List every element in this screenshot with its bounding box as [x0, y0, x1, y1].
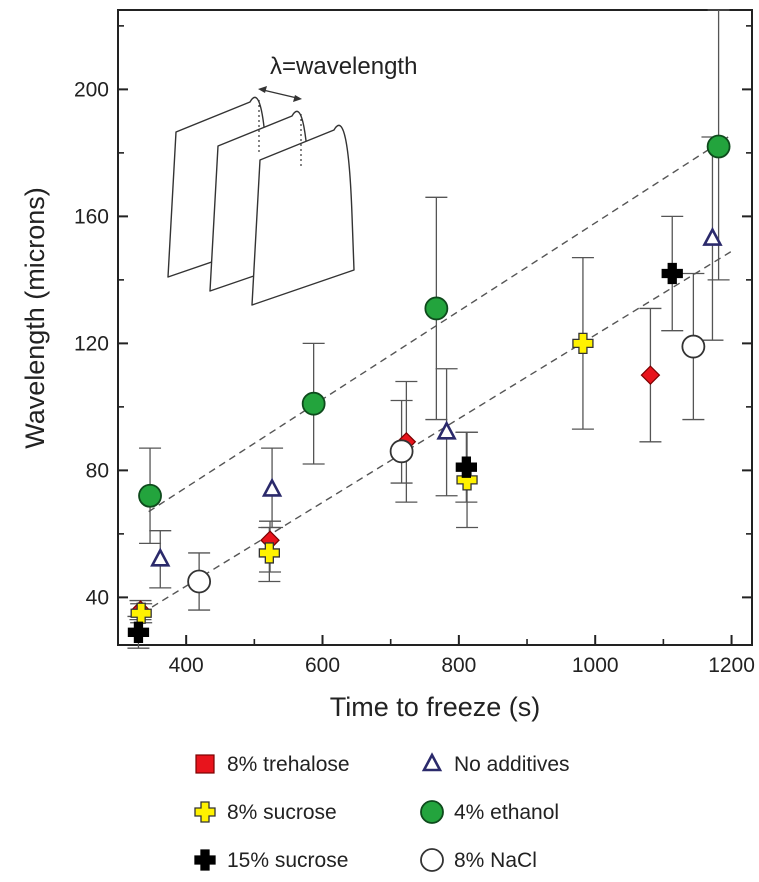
data-point — [456, 469, 478, 491]
legend-item: 8% NaCl — [420, 848, 537, 872]
data-point — [706, 134, 731, 159]
data-point — [261, 477, 283, 497]
data-point — [424, 296, 449, 321]
legend-label: 15% sucrose — [227, 849, 348, 872]
y-tick-label: 120 — [74, 332, 109, 355]
legend-marker — [420, 800, 444, 824]
legend-item: 8% sucrose — [194, 801, 337, 824]
x-axis-title: Time to freeze (s) — [330, 692, 541, 722]
trend-lines — [141, 136, 732, 614]
inset-arrow-head — [293, 95, 302, 102]
x-tick-label: 1200 — [708, 654, 755, 677]
legend-label: 4% ethanol — [454, 801, 559, 824]
legend-label: No additives — [454, 753, 570, 776]
data-point — [187, 569, 212, 594]
legend-marker — [195, 754, 215, 774]
data-point — [661, 262, 683, 285]
y-tick-label: 40 — [86, 586, 109, 609]
data-point — [127, 621, 150, 643]
inset-arrow-head — [258, 86, 267, 93]
legend-item: 15% sucrose — [194, 849, 348, 872]
legend-label: 8% trehalose — [227, 753, 350, 776]
legend-marker — [194, 801, 216, 823]
data-point — [640, 365, 661, 385]
legend-label: 8% NaCl — [454, 849, 537, 872]
x-tick-label: 400 — [169, 654, 204, 677]
axis-ticks: 400 600 800 1000 1200 40 80 120 160 200 — [74, 25, 755, 677]
x-tick-label: 600 — [305, 654, 340, 677]
x-tick-label: 800 — [441, 654, 476, 677]
data-point — [258, 542, 280, 564]
error-bars — [127, 9, 730, 649]
y-axis-title: Wavelength (microns) — [20, 187, 50, 449]
data-point — [681, 334, 706, 359]
inset-sketch: λ=wavelength — [167, 53, 417, 306]
data-point — [301, 391, 326, 416]
legend-label: 8% sucrose — [227, 801, 337, 824]
data-point — [130, 602, 152, 624]
x-tick-label: 1000 — [572, 654, 619, 677]
trend-line — [141, 250, 732, 614]
inset-label: λ=wavelength — [270, 53, 417, 80]
y-tick-label: 80 — [86, 459, 109, 482]
inset-arrow-line — [262, 89, 298, 99]
legend-marker — [421, 752, 443, 772]
legend-marker — [420, 848, 444, 872]
data-point — [455, 456, 478, 478]
data-point — [138, 483, 162, 508]
data-point — [389, 439, 414, 464]
y-tick-label: 160 — [74, 205, 109, 228]
legend-item: 4% ethanol — [420, 800, 559, 824]
legend-item: 8% trehalose — [195, 753, 350, 776]
legend: 8% trehalose No additives 8% sucrose 4% eth… — [194, 752, 570, 872]
legend-marker — [194, 849, 216, 871]
legend-item: No additives — [421, 752, 570, 776]
plot-frame — [117, 9, 753, 646]
data-point — [572, 332, 594, 355]
y-tick-label: 200 — [74, 78, 109, 101]
inset-wave — [251, 124, 355, 306]
data-point — [702, 226, 723, 246]
data-point — [150, 547, 171, 567]
data-point — [436, 420, 457, 440]
data-markers — [127, 134, 731, 643]
